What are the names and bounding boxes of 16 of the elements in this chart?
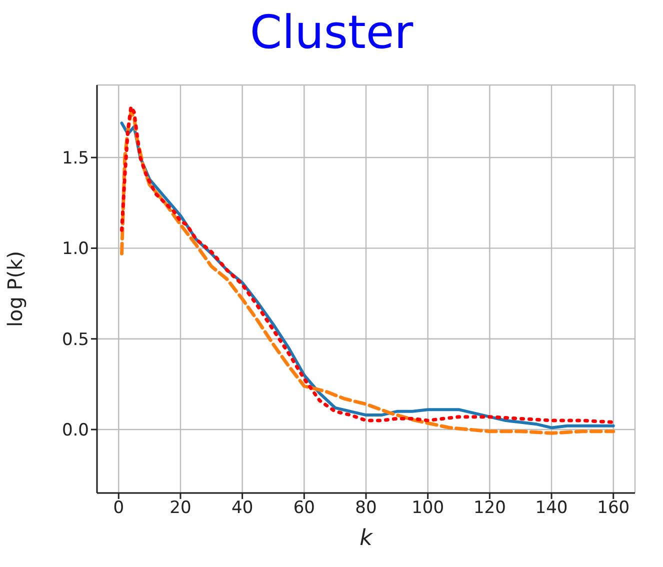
y-tick-label: 1.5 (62, 148, 89, 169)
y-tick-label: 0.5 (62, 330, 89, 350)
y-tick-label: 1.0 (62, 239, 89, 260)
x-tick-label: 60 (293, 498, 315, 518)
x-tick-label: 100 (412, 498, 444, 518)
x-tick-label: 40 (232, 498, 254, 518)
x-tick-label: 0 (113, 498, 124, 518)
x-tick-label: 140 (535, 498, 568, 518)
chart-title: Cluster (248, 5, 414, 59)
x-tick-label: 160 (597, 498, 630, 518)
x-tick-label: 20 (170, 498, 192, 518)
x-tick-label: 120 (473, 498, 506, 518)
x-tick-label: 80 (355, 498, 377, 518)
x-axis-title: k (360, 526, 374, 551)
y-tick-label: 0.0 (62, 420, 89, 441)
y-axis-title: log P(k) (3, 250, 28, 328)
